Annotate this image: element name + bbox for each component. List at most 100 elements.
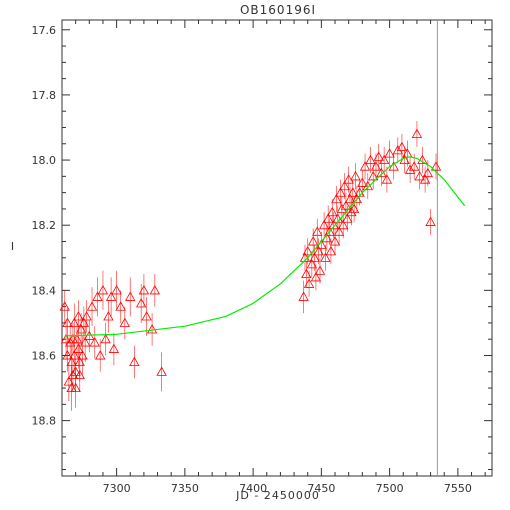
data-point	[348, 203, 360, 213]
data-point	[119, 317, 130, 327]
data-point	[310, 271, 322, 282]
data-point	[149, 285, 161, 295]
data-point	[156, 366, 167, 376]
plot-frame	[61, 19, 493, 477]
data-point	[336, 203, 348, 213]
data-point	[347, 187, 358, 197]
data-point	[365, 154, 376, 165]
data-point	[66, 356, 77, 367]
x-tick-label: 7550	[444, 482, 472, 495]
data-point	[95, 350, 106, 360]
y-axis-title: I	[11, 240, 15, 253]
data-point	[75, 324, 87, 334]
data-point	[392, 144, 403, 155]
data-point	[299, 252, 311, 262]
data-point	[368, 171, 379, 181]
data-point	[92, 291, 103, 301]
data-point	[325, 245, 337, 256]
x-tick-label: 7400	[239, 482, 267, 495]
data-point	[409, 161, 420, 171]
data-point	[74, 369, 85, 380]
data-point	[138, 285, 150, 295]
data-point	[129, 356, 140, 367]
data-point	[340, 200, 352, 210]
data-point	[357, 177, 368, 187]
data-point	[146, 324, 158, 334]
data-point	[59, 301, 70, 311]
data-point	[100, 333, 111, 344]
data-point	[329, 236, 341, 246]
data-point	[313, 245, 324, 256]
data-point	[302, 245, 313, 256]
data-point	[378, 154, 390, 165]
data-point	[384, 148, 395, 158]
y-tick-label: 18.8	[32, 415, 57, 428]
y-tick-label: 18.6	[32, 349, 57, 362]
data-point	[60, 333, 72, 344]
data-point	[62, 350, 73, 360]
x-tick-label: 7350	[171, 482, 199, 495]
data-point	[404, 164, 416, 174]
data-point	[417, 154, 428, 165]
data-point	[312, 226, 323, 236]
data-point	[115, 301, 126, 311]
data-point	[97, 285, 109, 295]
data-point	[346, 206, 357, 217]
data-point	[73, 311, 84, 321]
data-point	[62, 317, 73, 327]
data-point	[335, 187, 346, 197]
data-point	[314, 265, 326, 275]
x-tick-label: 7500	[376, 482, 404, 495]
data-point	[320, 252, 331, 262]
data-point	[89, 337, 100, 347]
data-point	[73, 343, 84, 353]
data-point	[333, 226, 345, 236]
x-axis-title: JD - 2450000	[235, 489, 320, 502]
data-point	[125, 291, 136, 301]
data-point	[370, 161, 382, 171]
data-point	[105, 291, 117, 301]
data-point	[425, 216, 436, 226]
data-point	[303, 278, 315, 288]
data-point	[419, 174, 431, 184]
data-point	[70, 382, 81, 393]
data-point	[331, 193, 342, 204]
data-point	[323, 213, 334, 223]
data-point	[111, 285, 122, 295]
data-point	[339, 180, 350, 191]
data-point	[430, 161, 442, 171]
data-point	[396, 141, 408, 152]
data-point	[411, 128, 423, 139]
data-point	[67, 369, 79, 380]
data-point	[381, 174, 393, 184]
data-point	[298, 291, 309, 301]
data-point	[141, 311, 152, 321]
data-point	[77, 350, 88, 360]
data-point	[86, 301, 98, 311]
data-point	[69, 350, 80, 360]
chart-title: OB160196I	[240, 3, 316, 17]
data-point	[69, 317, 80, 327]
y-tick-label: 18.4	[32, 284, 57, 297]
y-tick-label: 18.0	[32, 154, 57, 167]
data-point	[306, 258, 317, 269]
data-point	[359, 161, 371, 171]
data-point	[327, 206, 338, 217]
data-point	[78, 317, 90, 327]
data-point	[422, 167, 434, 178]
x-tick-label: 7450	[307, 482, 335, 495]
data-point	[63, 376, 75, 386]
data-point	[344, 193, 356, 204]
data-point	[324, 226, 335, 236]
data-point	[351, 193, 363, 204]
data-point	[318, 219, 330, 230]
data-point	[80, 337, 91, 347]
model-curve	[64, 156, 466, 337]
y-tick-label: 18.2	[32, 219, 57, 232]
data-point	[342, 213, 353, 223]
x-tick-label: 7300	[103, 482, 131, 495]
data-point	[81, 311, 92, 321]
data-point	[309, 252, 320, 262]
data-point	[373, 151, 384, 161]
